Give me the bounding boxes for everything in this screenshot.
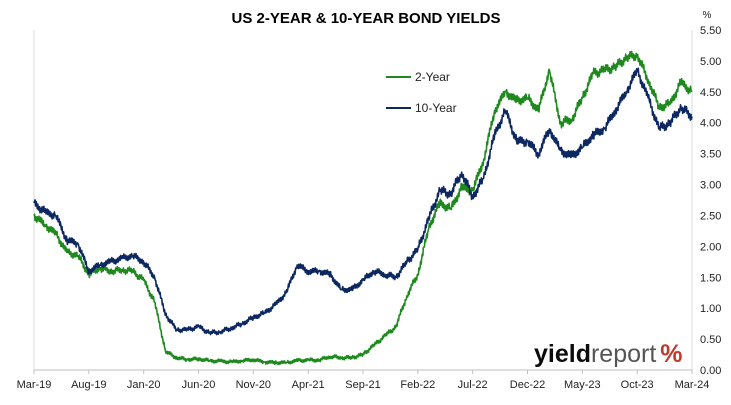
series-line-10-year <box>33 67 693 336</box>
x-tick-label: Jul-22 <box>458 379 488 391</box>
x-tick-label: Sep-21 <box>345 379 380 391</box>
chart-title: US 2-YEAR & 10-YEAR BOND YIELDS <box>232 10 501 27</box>
x-tick-label: Jan-20 <box>127 379 161 391</box>
legend-label-10-year: 10-Year <box>415 101 457 115</box>
y-tick-label: 0.50 <box>700 334 721 346</box>
legend: 2-Year 10-Year <box>386 70 457 115</box>
series-line-2-year <box>33 50 693 366</box>
y-tick-label: 4.00 <box>700 118 721 130</box>
y-tick-label: 5.50 <box>700 25 721 37</box>
series-layer <box>33 50 693 366</box>
x-tick-label: Aug-19 <box>71 379 106 391</box>
y-tick-label: 2.50 <box>700 210 721 222</box>
y-axis-unit: % <box>703 10 712 21</box>
y-tick-label: 0.00 <box>700 365 721 377</box>
y-tick-label: 4.50 <box>700 87 721 99</box>
yieldreport-logo: yieldreport% <box>534 340 683 368</box>
logo-wordmark: yieldreport% <box>534 340 683 368</box>
x-tick-label: Oct-23 <box>621 379 654 391</box>
x-tick-label: Dec-22 <box>510 379 545 391</box>
y-axis-ticks: 0.00 0.50 1.00 1.50 2.00 2.50 3.00 3.50 4.00 4.50… <box>700 25 721 377</box>
x-tick-label: Jun-20 <box>182 379 216 391</box>
x-tick-label: May-23 <box>564 379 601 391</box>
y-tick-label: 3.00 <box>700 180 721 192</box>
y-tick-label: 2.00 <box>700 241 721 253</box>
x-tick-label: Feb-22 <box>400 379 435 391</box>
x-tick-label: Mar-24 <box>675 379 710 391</box>
y-tick-label: 1.00 <box>700 303 721 315</box>
x-axis-ticks: Mar-19 Aug-19 Jan-20 Jun-20 Nov-20 Apr-21 Sep-… <box>17 370 710 391</box>
y-tick-label: 1.50 <box>700 272 721 284</box>
y-tick-label: 3.50 <box>700 149 721 161</box>
y-tick-label: 5.00 <box>700 56 721 68</box>
x-tick-label: Apr-21 <box>292 379 325 391</box>
x-tick-label: Mar-19 <box>17 379 52 391</box>
legend-label-2-year: 2-Year <box>415 70 450 84</box>
x-tick-label: Nov-20 <box>236 379 271 391</box>
